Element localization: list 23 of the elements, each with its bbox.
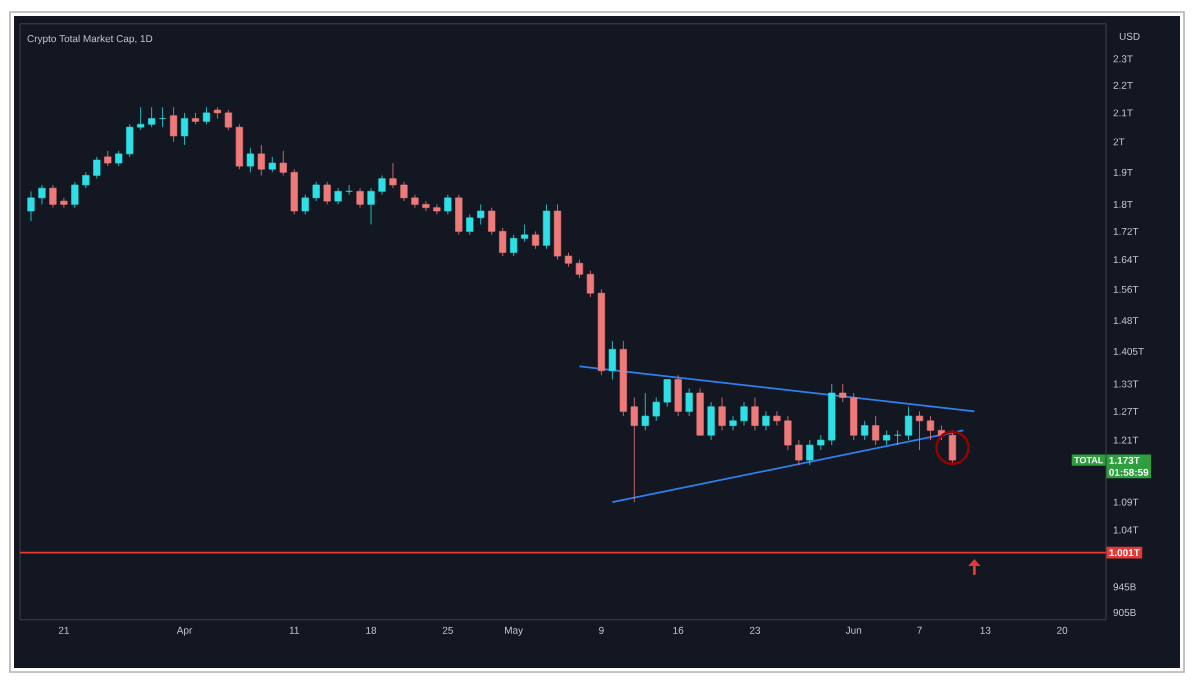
candlestick	[685, 388, 693, 417]
candlestick	[674, 374, 682, 417]
candlestick	[356, 187, 364, 209]
candlestick	[762, 410, 770, 431]
candlestick	[915, 410, 924, 451]
candlestick	[861, 420, 869, 441]
candlestick	[872, 415, 880, 446]
candlestick	[751, 397, 759, 431]
candlestick	[444, 194, 452, 215]
candlestick	[542, 203, 551, 250]
candlestick	[608, 340, 616, 380]
candlestick	[718, 397, 726, 431]
candlestick	[169, 106, 178, 143]
candlestick	[904, 406, 913, 441]
candlestick	[323, 181, 331, 205]
candlestick	[696, 388, 704, 436]
candlestick	[257, 144, 265, 176]
candlestick	[707, 401, 715, 441]
candlestick	[180, 112, 189, 146]
candlestick	[455, 194, 463, 236]
candlestick	[926, 415, 935, 441]
candlestick	[246, 147, 254, 173]
candlestick	[553, 203, 562, 261]
